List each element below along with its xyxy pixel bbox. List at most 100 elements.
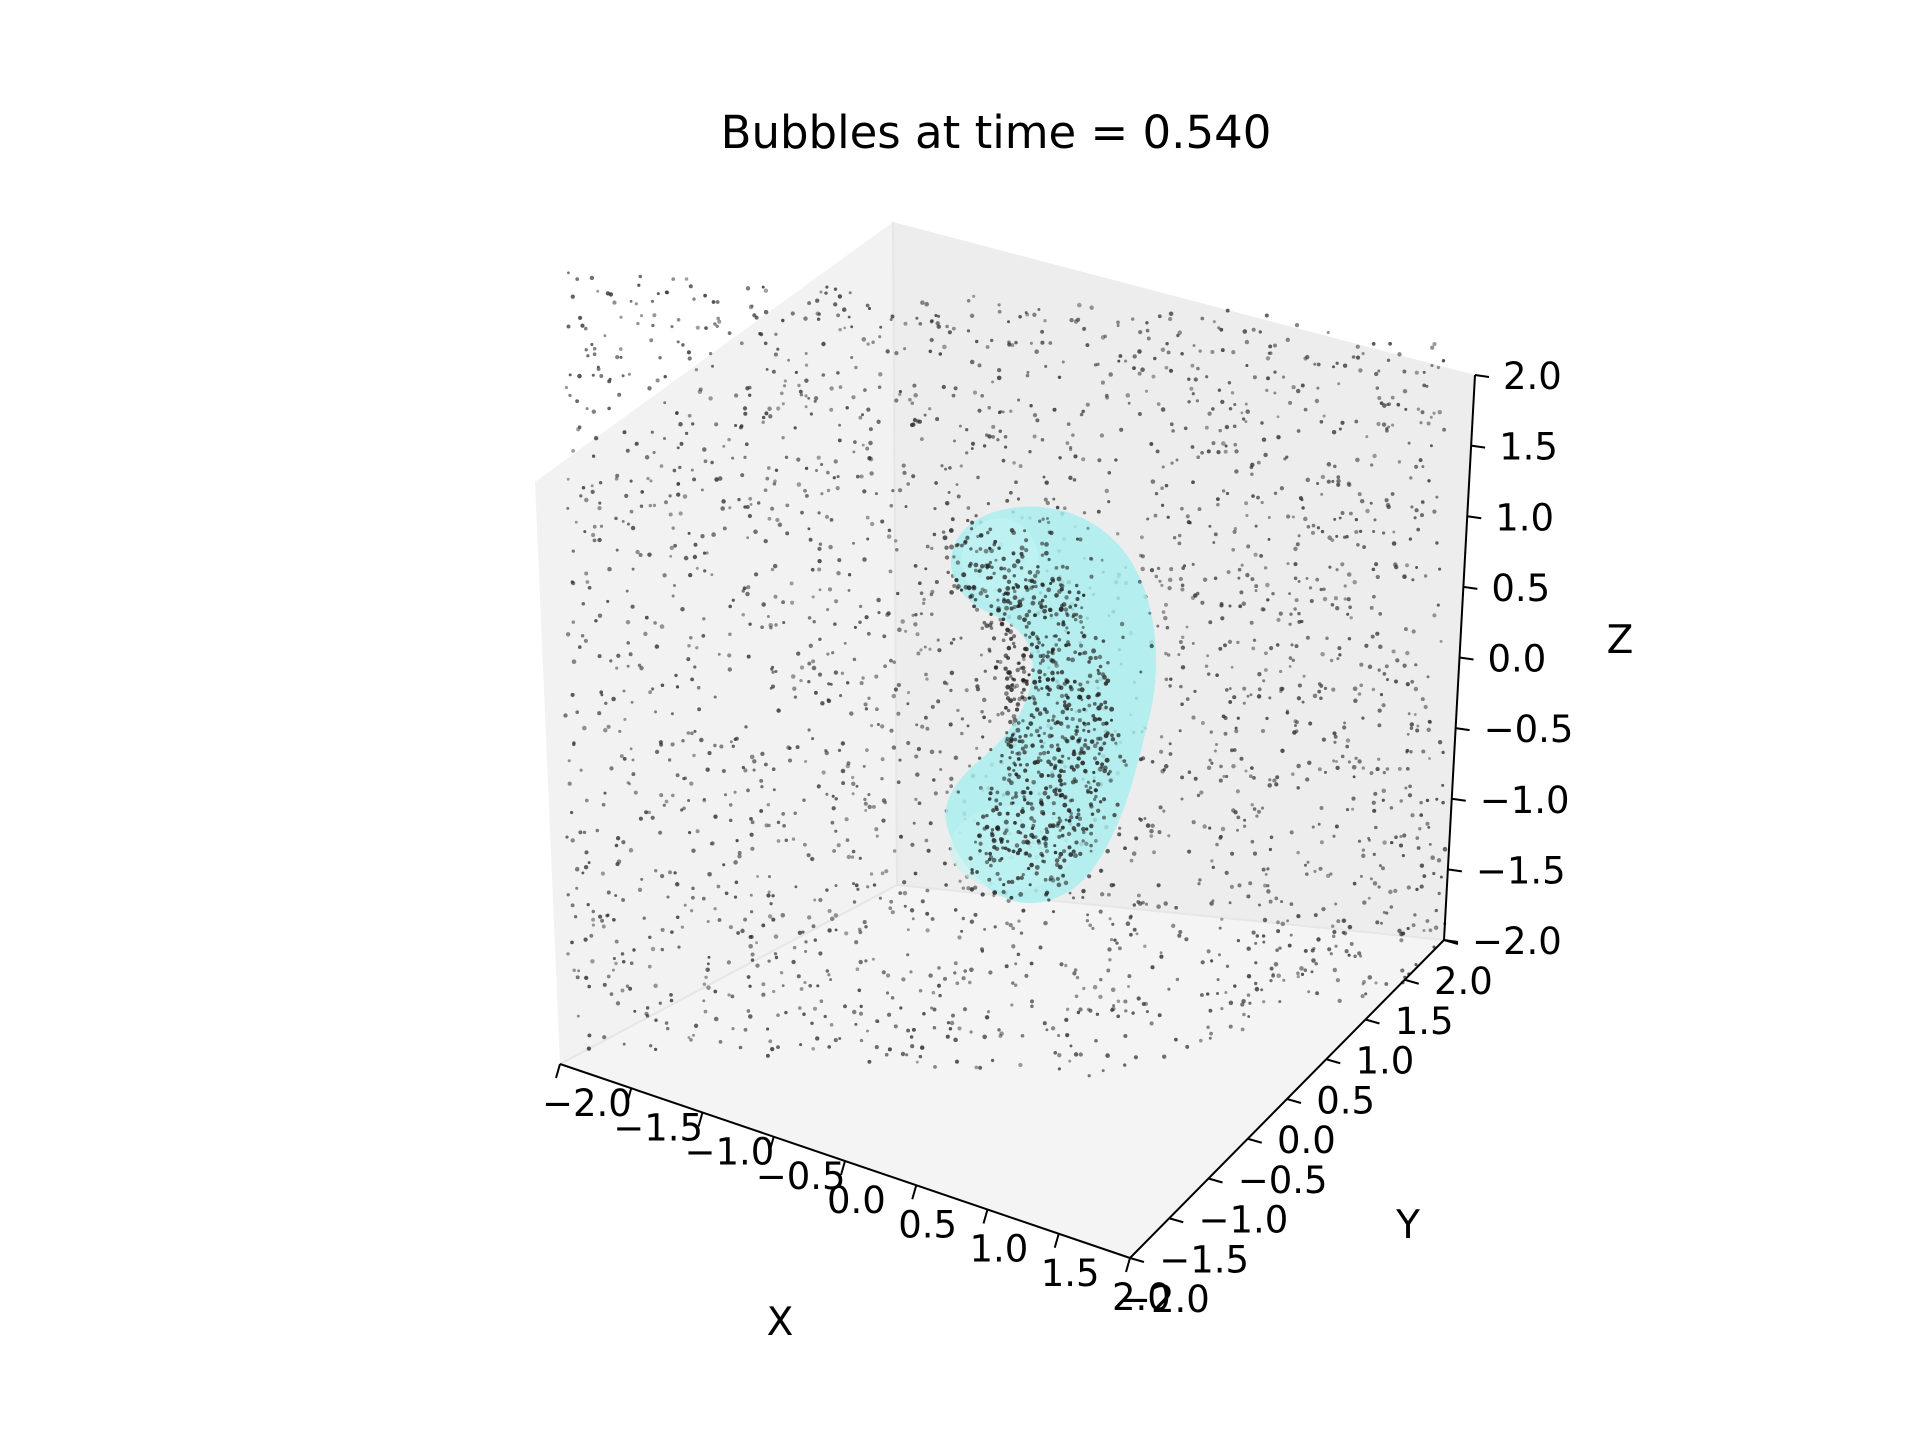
scatter-point <box>1063 506 1067 510</box>
scatter-point <box>716 316 721 321</box>
scatter-point <box>1161 465 1165 469</box>
scatter-point <box>853 625 857 629</box>
scatter-point <box>1315 991 1320 996</box>
scatter-point <box>1153 513 1158 518</box>
scatter-point <box>852 900 857 904</box>
scatter-point <box>1042 707 1048 712</box>
scatter-point <box>1215 842 1219 847</box>
scatter-point <box>888 906 893 911</box>
scatter-point <box>1108 778 1113 783</box>
scatter-point <box>1352 686 1358 692</box>
scatter-point <box>1271 973 1275 978</box>
scatter-point <box>1305 576 1309 580</box>
scatter-point <box>1020 678 1025 683</box>
scatter-point <box>989 612 993 617</box>
scatter-point <box>936 324 942 329</box>
scatter-point <box>1276 973 1281 978</box>
scatter-point <box>856 887 860 891</box>
pane-edge-floor-left <box>559 884 898 1065</box>
scatter-point <box>1097 766 1103 772</box>
scatter-point <box>577 969 580 973</box>
scatter-point <box>1146 336 1151 341</box>
scatter-point <box>803 842 807 847</box>
scatter-point <box>1362 545 1367 550</box>
scatter-point <box>1156 904 1161 909</box>
scatter-point <box>889 658 893 663</box>
scatter-point <box>1416 527 1421 532</box>
scatter-point <box>1073 617 1078 622</box>
scatter-point <box>1061 620 1066 624</box>
scatter-point <box>702 447 707 452</box>
scatter-point <box>1273 391 1277 395</box>
scatter-point <box>1072 679 1077 684</box>
scatter-point <box>1286 919 1290 923</box>
scatter-point <box>583 326 588 331</box>
scatter-point <box>1397 352 1402 357</box>
scatter-point <box>1254 986 1260 992</box>
scatter-point <box>1356 542 1360 547</box>
scatter-point <box>1046 650 1051 654</box>
scatter-point <box>840 768 846 774</box>
scatter-point <box>767 890 771 894</box>
scatter-point <box>1190 595 1196 600</box>
scatter-point <box>916 419 920 423</box>
scatter-point <box>1373 518 1377 522</box>
scatter-point <box>1027 609 1032 614</box>
scatter-point <box>1051 718 1055 722</box>
scatter-point <box>998 659 1003 665</box>
scatter-point <box>808 983 813 988</box>
scatter-point <box>653 621 657 625</box>
scatter-point <box>1108 958 1112 962</box>
scatter-point <box>1091 713 1096 718</box>
scatter-point <box>1029 642 1034 647</box>
scatter-point <box>761 982 766 987</box>
scatter-point <box>859 474 864 479</box>
scatter-point <box>1074 732 1078 736</box>
scatter-point <box>788 746 792 750</box>
scatter-point <box>713 322 717 326</box>
scatter-point <box>773 479 777 483</box>
scatter-point <box>1039 800 1044 806</box>
scatter-point <box>1225 964 1230 968</box>
scatter-point <box>772 563 778 569</box>
scatter-point <box>929 337 934 343</box>
scatter-point <box>1198 1038 1203 1043</box>
scatter-point <box>1258 330 1263 334</box>
scatter-point <box>804 940 808 944</box>
scatter-point <box>680 808 684 812</box>
scatter-point <box>1007 320 1010 324</box>
scatter-point <box>966 506 971 510</box>
scatter-point <box>1316 526 1321 530</box>
scatter-point <box>941 384 946 390</box>
scatter-point <box>802 1012 806 1016</box>
scatter-point <box>1168 311 1174 317</box>
scatter-point <box>1031 779 1037 785</box>
scatter-point <box>981 697 987 703</box>
scatter-point <box>1082 986 1086 991</box>
scatter-point <box>857 988 862 993</box>
scatter-point <box>953 971 957 975</box>
scatter-point <box>737 497 741 502</box>
scatter-point <box>600 871 605 876</box>
scatter-point <box>1251 930 1256 935</box>
scatter-point <box>846 761 851 766</box>
scatter-point <box>1340 511 1345 515</box>
scatter-point <box>1021 669 1027 675</box>
scatter-point <box>1086 694 1091 700</box>
scatter-point <box>1001 458 1006 463</box>
scatter-point <box>659 464 664 468</box>
scatter-point <box>1005 684 1011 690</box>
scatter-point <box>1015 667 1020 673</box>
scatter-point <box>1064 963 1068 968</box>
scatter-point <box>1092 756 1098 761</box>
scatter-point <box>834 928 838 932</box>
scatter-point <box>970 447 974 450</box>
scatter-point <box>1069 1044 1073 1048</box>
scatter-point <box>728 925 733 930</box>
scatter-point <box>1078 537 1083 542</box>
scatter-point <box>1377 757 1381 761</box>
scatter-point <box>1051 824 1056 829</box>
scatter-point <box>1016 829 1021 835</box>
scatter-point <box>1180 506 1184 511</box>
scatter-point <box>858 856 862 860</box>
